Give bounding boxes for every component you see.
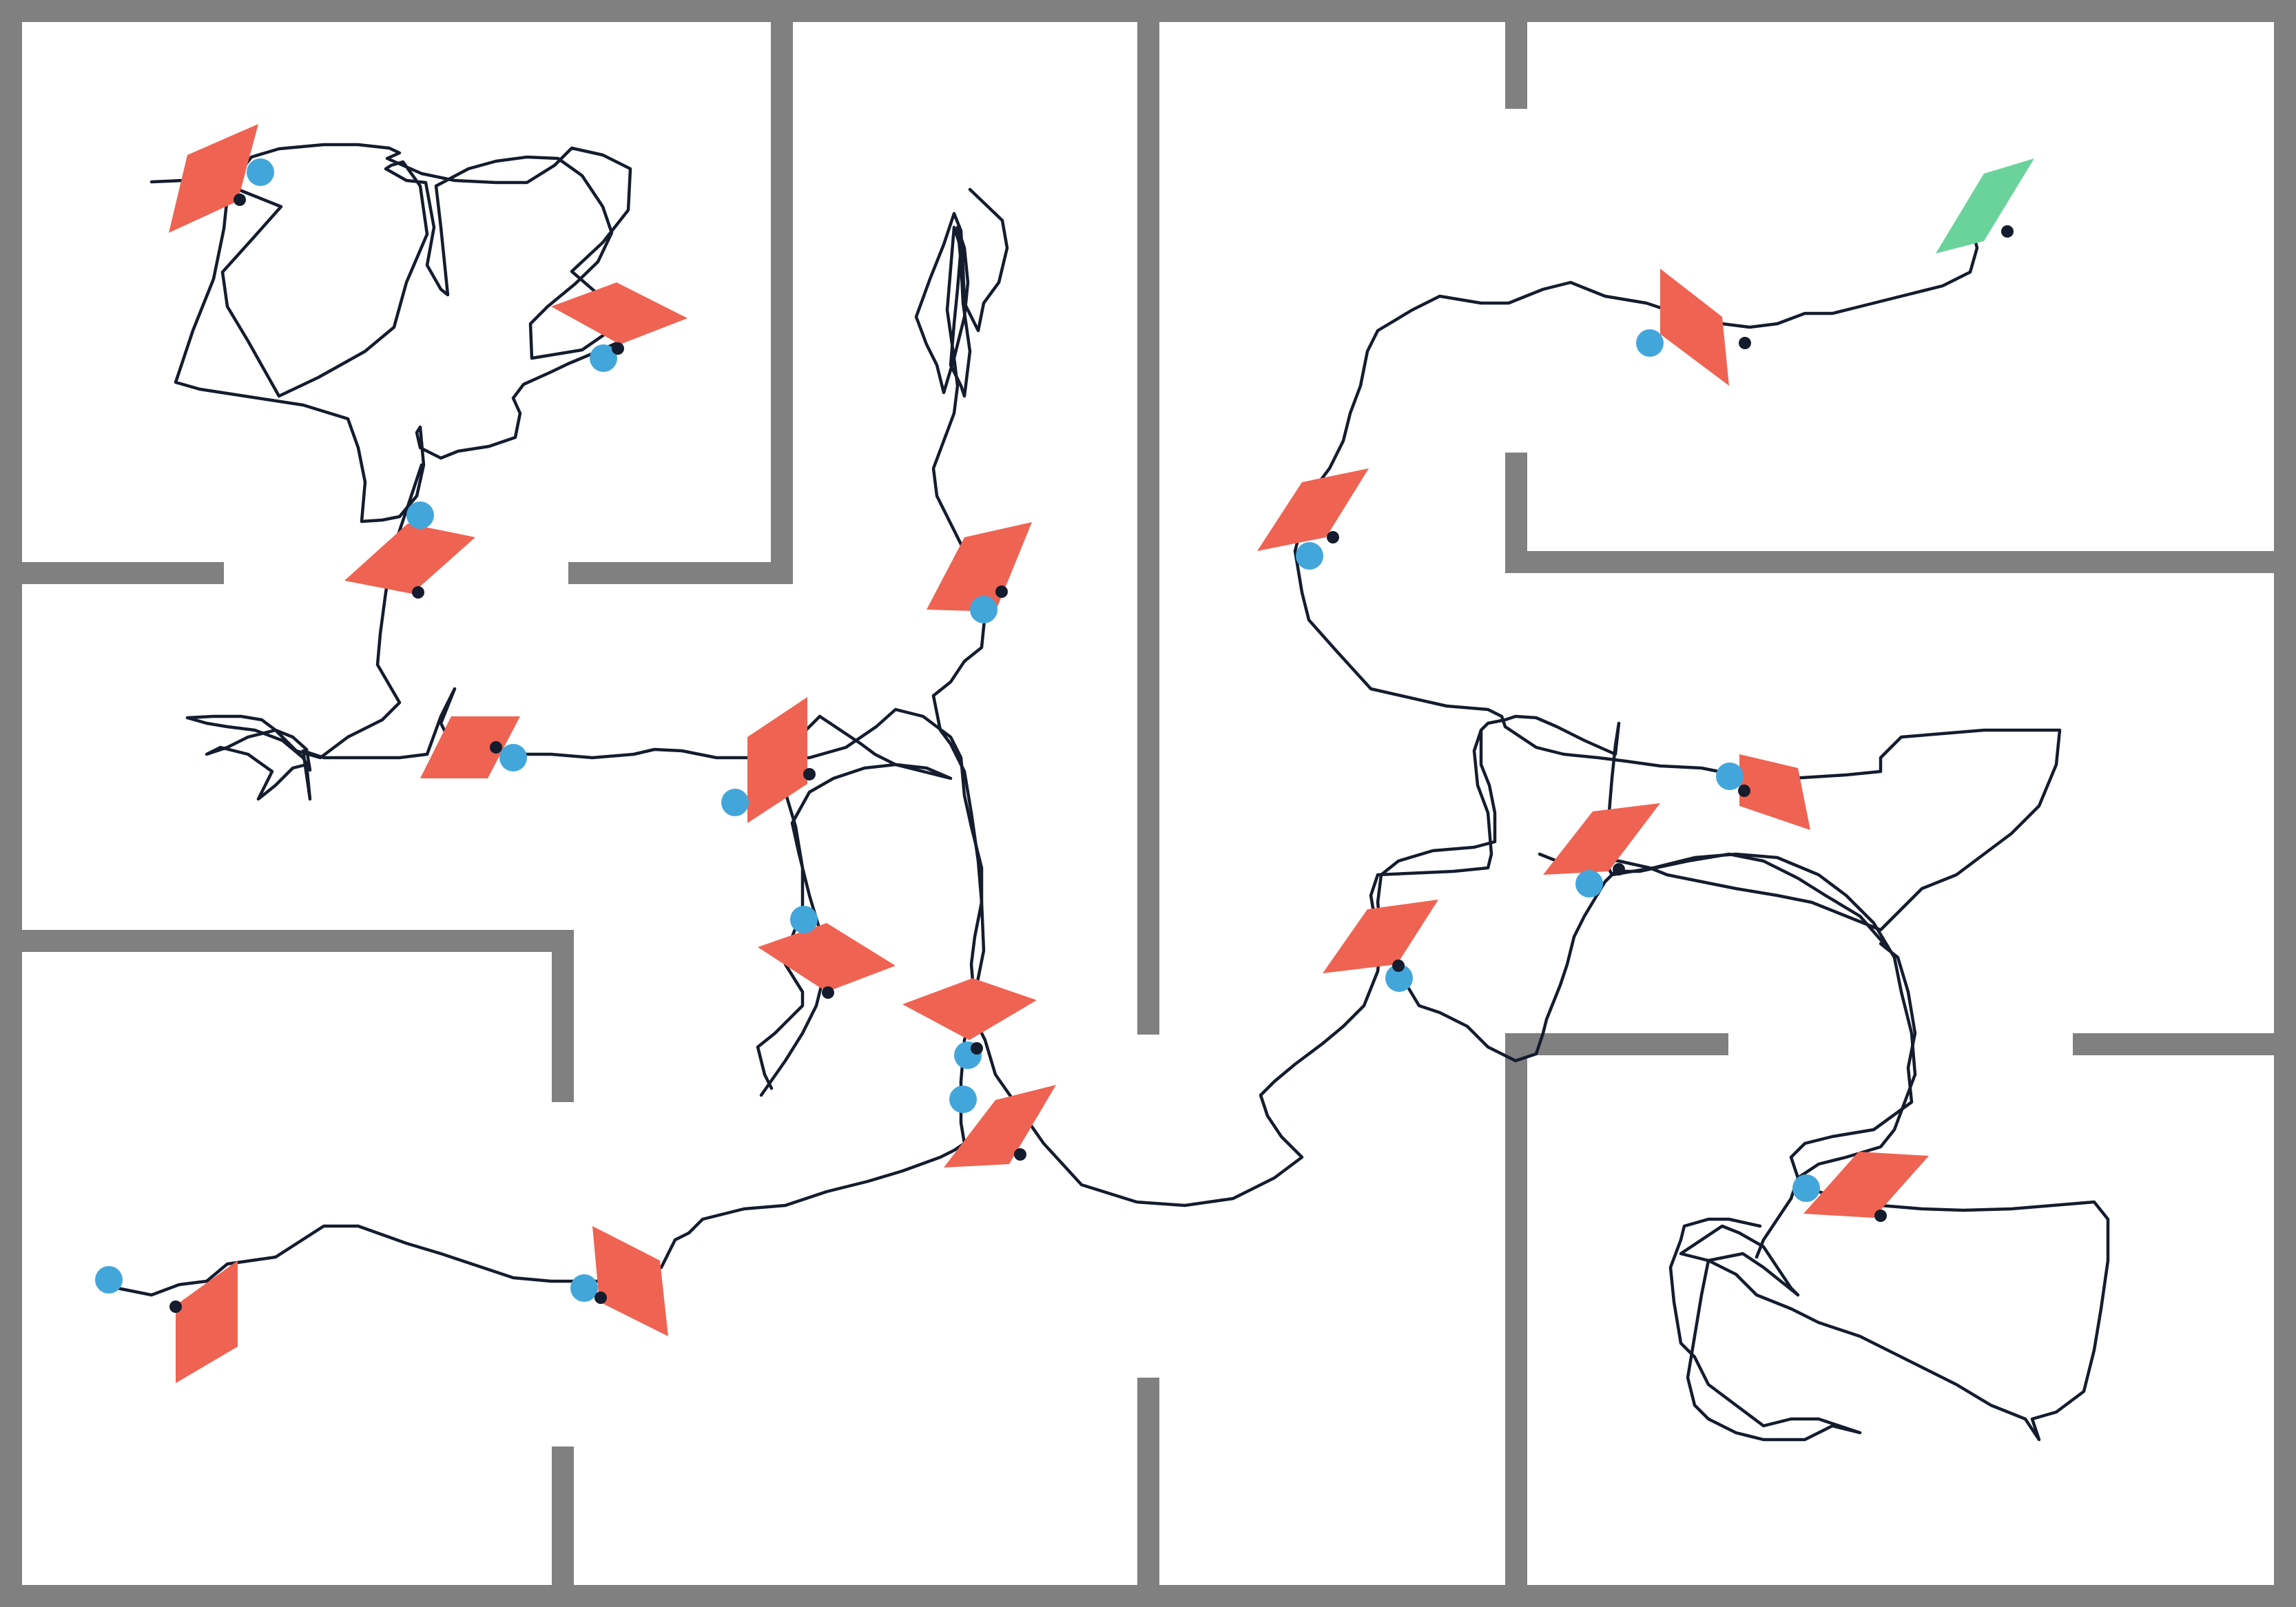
waypoint-marker [944,1085,1056,1168]
anchor-dot [1738,785,1750,797]
wall-bottom [0,1585,2296,1607]
anchor-dot [594,1292,607,1304]
wall-segment [568,562,793,584]
anchor-dot [234,194,246,206]
anchor-dot [1327,531,1339,543]
waypoint-marker [344,523,475,594]
wall-right [2274,0,2296,1607]
anchor-dot [612,342,624,355]
anchor-dot [490,741,502,754]
wall-segment [1137,1378,1159,1585]
anchor-dot [1739,337,1751,349]
wall-top [0,0,2296,22]
waypoint-marker [1257,468,1369,551]
waypoint-marker [747,697,807,823]
anchor-dot [803,768,816,780]
waypoint-marker [758,923,896,992]
anchor-dot [971,1042,983,1055]
sensor-dot [949,1086,977,1113]
waypoint-marker [1323,900,1438,973]
waypoint-marker [1803,1152,1929,1218]
trajectory-segment [149,143,632,523]
sensor-dot [499,744,527,771]
anchor-dot [412,586,424,599]
goal-marker [1936,158,2034,253]
anchor-dot [1613,863,1625,875]
waypoint-marker [1660,269,1729,386]
anchor-dot [1014,1148,1026,1161]
sensor-dot [1385,964,1413,992]
sensor-dot [1575,870,1603,898]
sensor-dot [590,344,617,372]
sensor-dot [406,501,434,529]
trajectory-segment [1369,728,1886,1063]
wall-segment [552,930,574,1102]
anchor-dot [822,986,834,999]
sensor-dot [1792,1174,1820,1202]
wall-segment [22,930,574,952]
sensor-dot [721,789,749,816]
sensor-dot [1296,542,1323,570]
anchor-dot [169,1300,182,1313]
waypoint-marker [1739,754,1810,830]
anchor-dot [1874,1210,1887,1222]
waypoint-marker [420,716,520,778]
anchor-dots [169,194,2014,1313]
waypoint-marker [169,124,258,233]
wall-segment [22,562,224,584]
wall-segment [2073,1033,2274,1055]
sensor-dot [970,596,997,623]
sensor-dot [790,906,818,933]
wall-segment [1505,22,1527,109]
waypoint-markers [169,124,2034,1383]
sensor-dot [1716,763,1744,790]
sensor-dot [247,158,274,186]
wall-left [0,0,22,1607]
sensor-dot [95,1266,123,1294]
anchor-dot [1392,960,1405,972]
anchor-dot [2001,225,2014,238]
wall-segment [1505,551,2274,573]
wall-segment [771,22,793,584]
sensor-dots [95,158,1820,1302]
sensor-dot [570,1274,598,1302]
wall-segment [1505,1033,1527,1585]
waypoint-marker [592,1226,668,1336]
waypoint-marker [551,282,687,344]
waypoint-marker [927,522,1032,612]
sensor-dot [1636,329,1664,357]
wall-segment [552,1447,574,1585]
waypoint-marker [176,1261,238,1383]
waypoint-marker [1543,803,1660,875]
anchor-dot [995,585,1008,598]
waypoint-marker [902,978,1037,1040]
wall-segment [1137,22,1159,1035]
